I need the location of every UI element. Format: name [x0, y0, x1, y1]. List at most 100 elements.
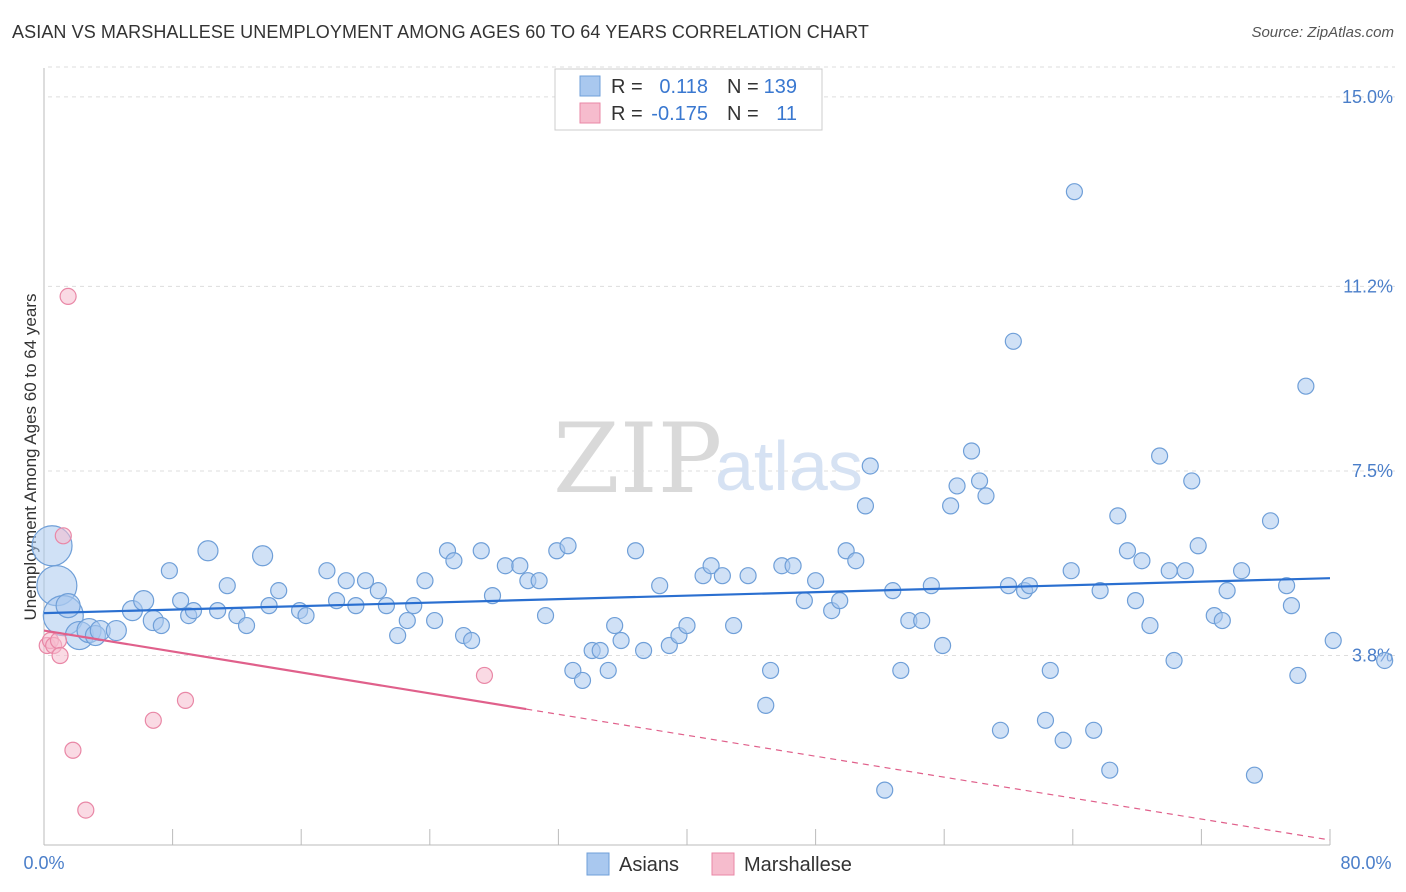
y-tick-label: 15.0%	[1342, 87, 1393, 107]
asians-point	[237, 616, 256, 635]
asians-point	[962, 442, 981, 460]
trend-line-marshallese	[43, 629, 527, 711]
asians-point	[496, 557, 514, 575]
asians-point	[462, 631, 481, 650]
asians-point	[1213, 611, 1231, 630]
y-tick-labels: 3.8%7.5%11.2%15.0%	[1342, 87, 1393, 666]
legend-label-marshallese: Marshallese	[744, 854, 852, 876]
asians-point	[913, 611, 931, 630]
asians-point	[784, 557, 802, 575]
asians-point	[1118, 542, 1137, 560]
asians-point	[948, 477, 966, 495]
x-tick-label-max: 80.0%	[1340, 853, 1391, 873]
asians-point	[377, 597, 395, 615]
asians-point	[1282, 597, 1301, 615]
asians-point	[1183, 472, 1201, 490]
asians-point	[977, 487, 995, 505]
asians-point	[678, 616, 696, 635]
asians-point	[970, 472, 989, 490]
asians-point	[991, 721, 1010, 739]
asians-point	[160, 562, 178, 580]
asians-point	[389, 626, 407, 645]
asians-point	[536, 606, 555, 625]
asians-point	[1297, 377, 1315, 395]
asians-point	[795, 592, 813, 610]
asians-point	[270, 582, 288, 600]
asians-point	[651, 577, 669, 595]
asians-point	[599, 661, 617, 680]
watermark: ZIP atlas	[553, 403, 863, 515]
marshallese-point	[54, 527, 72, 545]
legend-swatch-marshallese	[711, 852, 735, 876]
x-tick-labels: 0.0% 80.0%	[23, 853, 1391, 873]
trend-lines	[43, 577, 1331, 841]
stats-r-label-asians: R =	[611, 76, 643, 98]
asians-point	[634, 641, 653, 660]
asians-point	[318, 562, 336, 580]
series-legend: Asians Marshallese	[586, 852, 852, 876]
marshallese-point	[59, 287, 77, 306]
asians-point	[1324, 631, 1342, 650]
asians-point	[725, 616, 743, 635]
asians-point	[806, 572, 825, 590]
y-axis-title: Unemployment Among Ages 60 to 64 years	[21, 294, 40, 621]
asians-point	[831, 592, 849, 610]
stats-n-value-asians: 139	[764, 76, 797, 98]
stats-legend: R = 0.118 N = 139 R = -0.175 N = 11	[554, 68, 823, 131]
asians-point	[1277, 577, 1296, 595]
marshallese-point	[176, 691, 195, 709]
marshallese-point	[475, 666, 494, 685]
y-tick-label: 7.5%	[1352, 461, 1393, 481]
asians-point	[252, 545, 274, 567]
watermark-atlas: atlas	[715, 427, 863, 505]
asians-point	[559, 537, 577, 555]
asians-point	[757, 696, 775, 714]
asians-point	[1091, 582, 1109, 600]
x-tick-marks	[43, 829, 1331, 845]
asians-point	[1176, 562, 1194, 580]
marshallese-point	[51, 646, 69, 665]
stats-r-label-marshallese: R =	[611, 103, 643, 125]
asians-point	[922, 577, 940, 595]
asians-point	[626, 542, 645, 560]
asians-point	[856, 497, 875, 515]
marshallese-point	[64, 741, 82, 759]
asians-point	[1133, 552, 1151, 570]
asians-point	[133, 590, 155, 612]
asians-point	[337, 572, 355, 590]
x-tick-label-min: 0.0%	[23, 853, 64, 873]
marshallese-point	[77, 801, 95, 819]
asians-point	[612, 631, 630, 650]
stats-swatch-asians	[579, 75, 601, 97]
stats-swatch-marshallese	[579, 102, 601, 124]
asians-point	[847, 552, 865, 570]
asians-point	[1141, 616, 1159, 635]
asians-point	[1101, 761, 1119, 779]
trend-line-asians	[43, 577, 1331, 615]
asians-point	[1165, 651, 1183, 670]
stats-n-value-marshallese: 11	[776, 103, 797, 125]
asians-point	[530, 572, 548, 590]
asians-point	[702, 557, 720, 575]
asians-point	[1126, 592, 1145, 610]
chart-title: ASIAN VS MARSHALLESE UNEMPLOYMENT AMONG …	[12, 22, 869, 42]
asians-point	[892, 661, 910, 680]
asians-point	[1189, 537, 1207, 555]
stats-n-label-asians: N =	[727, 76, 759, 98]
asians-point	[416, 572, 434, 590]
source-label: Source: ZipAtlas.com	[1251, 24, 1394, 41]
asians-point	[209, 602, 227, 620]
asians-point	[184, 602, 203, 620]
asians-point	[483, 587, 502, 605]
asians-point	[1376, 651, 1394, 670]
asians-point	[369, 582, 387, 600]
asians-point	[1232, 562, 1251, 580]
asians-point	[1245, 766, 1264, 784]
asians-point	[218, 577, 236, 595]
stats-r-value-marshallese: -0.175	[651, 103, 708, 125]
asians-point	[933, 636, 952, 655]
asians-point	[942, 497, 960, 515]
asians-point	[1004, 332, 1022, 350]
legend-swatch-asians	[586, 852, 610, 876]
